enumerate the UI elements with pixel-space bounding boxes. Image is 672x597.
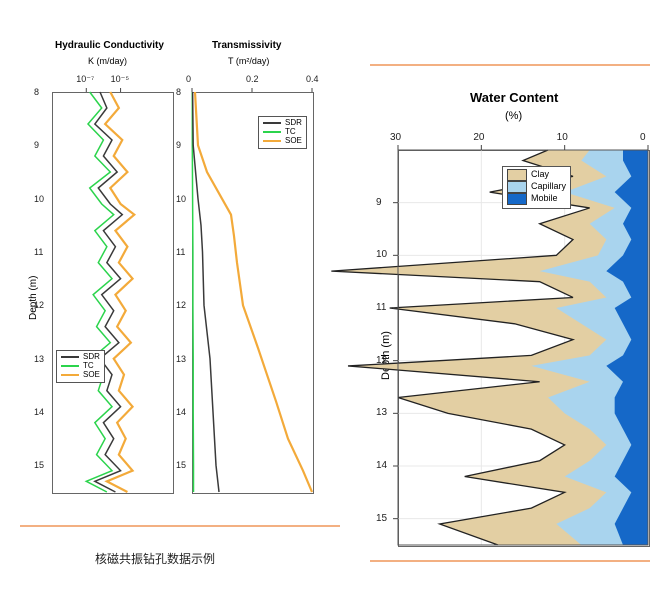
watercontent-ytick: 12 (376, 355, 387, 366)
legend-row: Clay (507, 169, 566, 181)
watercontent-xtick: 30 (390, 132, 401, 143)
watercontent-ytick: 11 (376, 302, 386, 313)
watercontent-xtick: 0 (640, 132, 646, 143)
watercontent-xtick: 20 (473, 132, 484, 143)
legend-label: Capillary (531, 182, 566, 192)
legend-label: Mobile (531, 194, 558, 204)
watercontent-ytick: 13 (376, 407, 387, 418)
watercontent-ytick: 10 (376, 249, 387, 260)
legend-row: Mobile (507, 193, 566, 205)
legend-swatch (507, 169, 527, 181)
watercontent-ytick: 14 (376, 460, 387, 471)
legend-swatch (507, 193, 527, 205)
legend-row: Capillary (507, 181, 566, 193)
watercontent-svg (0, 0, 672, 597)
watercontent-legend: Clay Capillary Mobile (502, 166, 571, 209)
legend-label: Clay (531, 170, 549, 180)
legend-swatch (507, 181, 527, 193)
caption-text: 核磁共振钻孔数据示例 (95, 550, 215, 567)
watercontent-ytick: 9 (376, 197, 382, 208)
watercontent-xtick: 10 (557, 132, 568, 143)
watercontent-ytick: 15 (376, 513, 387, 524)
